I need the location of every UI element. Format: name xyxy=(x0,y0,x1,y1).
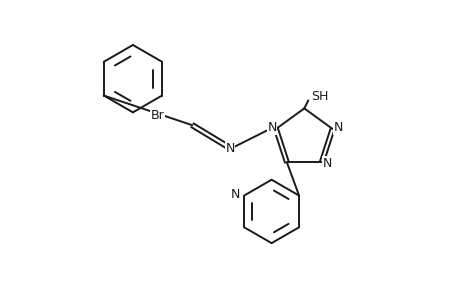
Text: N: N xyxy=(230,188,240,201)
Text: N: N xyxy=(333,122,342,134)
Text: N: N xyxy=(267,122,276,134)
Text: N: N xyxy=(322,157,331,169)
Text: SH: SH xyxy=(311,90,328,103)
Text: Br: Br xyxy=(150,110,164,122)
Text: N: N xyxy=(225,142,234,154)
